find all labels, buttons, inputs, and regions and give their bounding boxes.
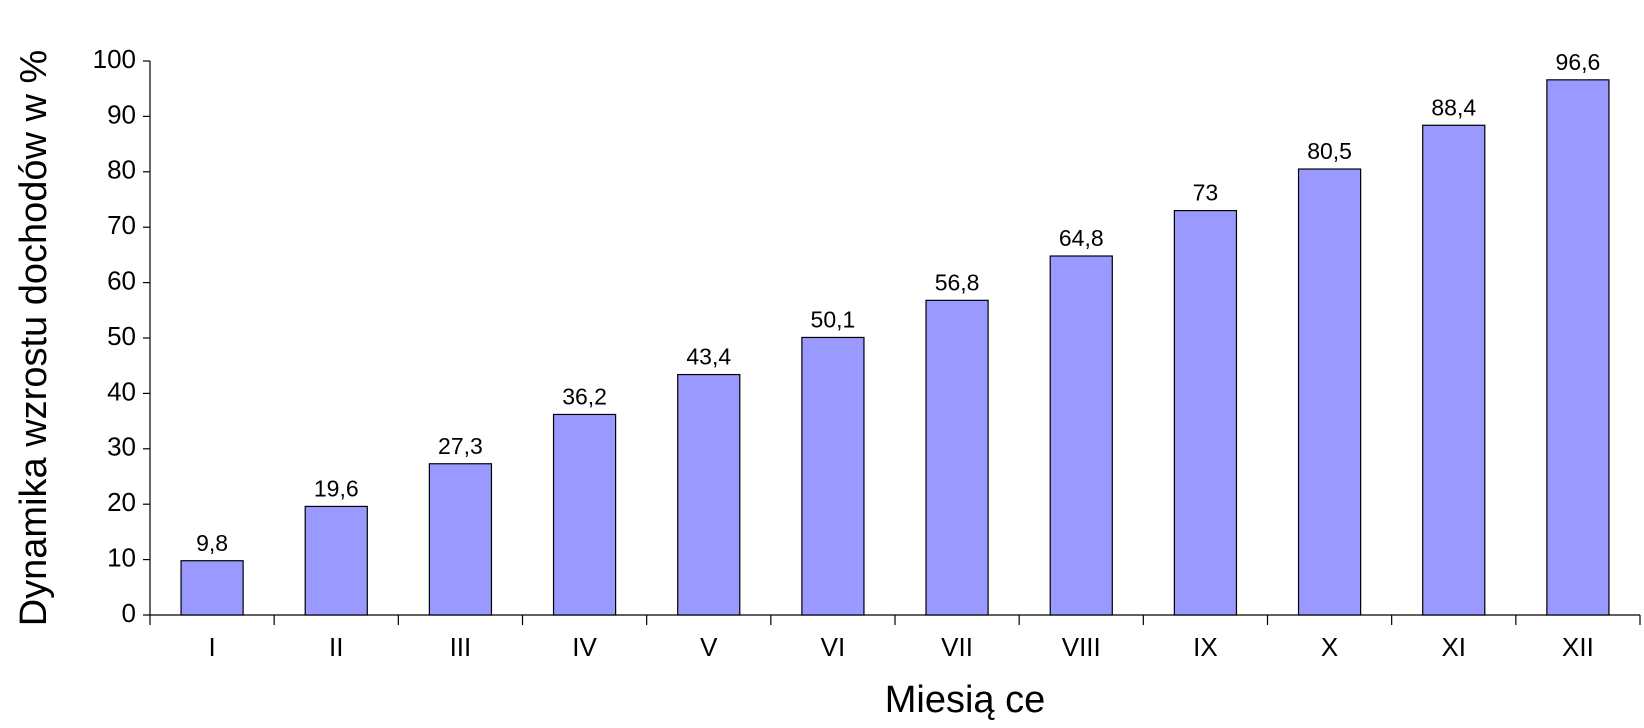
y-tick-label: 10 bbox=[107, 542, 136, 572]
y-tick-label: 50 bbox=[107, 321, 136, 351]
bar bbox=[428, 463, 493, 616]
value-label: 64,8 bbox=[1059, 225, 1104, 251]
x-tick-label: V bbox=[700, 632, 718, 662]
x-tick-label: IV bbox=[572, 632, 597, 662]
bar bbox=[925, 299, 989, 616]
y-tick-label: 20 bbox=[107, 487, 136, 517]
y-tick-label: 40 bbox=[107, 376, 136, 406]
value-label: 73 bbox=[1193, 180, 1219, 206]
value-label: 9,8 bbox=[196, 530, 228, 556]
value-label: 43,4 bbox=[686, 344, 731, 370]
x-tick-label: I bbox=[208, 632, 215, 662]
x-tick-label: X bbox=[1321, 632, 1338, 662]
bar bbox=[677, 373, 741, 616]
y-tick-label: 90 bbox=[107, 99, 136, 129]
x-tick-label: II bbox=[329, 632, 343, 662]
y-tick-label: 30 bbox=[107, 432, 136, 462]
x-tick-label: VI bbox=[821, 632, 846, 662]
x-tick-label: IX bbox=[1193, 632, 1218, 662]
value-label: 50,1 bbox=[811, 307, 856, 333]
y-tick-label: 60 bbox=[107, 265, 136, 295]
y-tick-label: 0 bbox=[122, 598, 136, 628]
x-tick-label: III bbox=[450, 632, 472, 662]
bar bbox=[801, 336, 865, 616]
bar bbox=[552, 413, 617, 616]
value-label: 56,8 bbox=[935, 269, 980, 295]
value-label: 36,2 bbox=[562, 384, 607, 410]
value-label: 27,3 bbox=[438, 433, 483, 459]
y-tick-label: 80 bbox=[107, 155, 136, 185]
x-tick-label: VIII bbox=[1062, 632, 1101, 662]
value-label: 88,4 bbox=[1431, 94, 1476, 120]
x-axis-label: Miesią ce bbox=[885, 679, 1046, 721]
bar bbox=[1422, 124, 1486, 616]
bar bbox=[1049, 255, 1113, 616]
y-tick-label: 70 bbox=[107, 210, 136, 240]
y-tick-label: 100 bbox=[93, 44, 136, 74]
bar bbox=[1297, 168, 1362, 616]
x-tick-label: XII bbox=[1562, 632, 1594, 662]
value-label: 19,6 bbox=[314, 475, 359, 501]
value-label: 96,6 bbox=[1556, 49, 1601, 75]
y-axis-label: Dynamika wzrostu dochodów w % bbox=[13, 50, 55, 627]
bar bbox=[1546, 79, 1610, 616]
bar bbox=[1173, 209, 1238, 616]
bar bbox=[180, 560, 244, 616]
bar bbox=[304, 505, 368, 616]
x-tick-label: VII bbox=[941, 632, 973, 662]
value-label: 80,5 bbox=[1307, 138, 1352, 164]
x-tick-label: XI bbox=[1441, 632, 1466, 662]
